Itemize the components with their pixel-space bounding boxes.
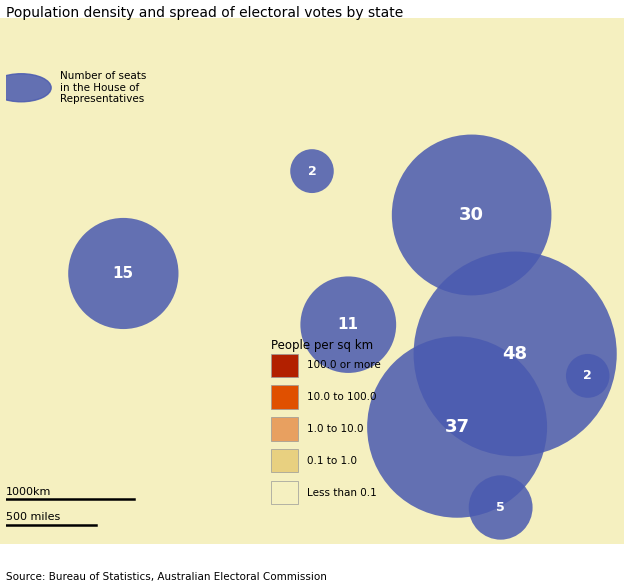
Text: 1.0 to 10.0: 1.0 to 10.0 (307, 424, 363, 434)
FancyBboxPatch shape (0, 18, 624, 544)
Text: 1000km: 1000km (6, 487, 52, 497)
Circle shape (68, 218, 178, 329)
Circle shape (300, 276, 396, 373)
Circle shape (0, 74, 51, 102)
FancyBboxPatch shape (271, 449, 298, 473)
Text: Less than 0.1: Less than 0.1 (307, 487, 377, 498)
Text: 48: 48 (502, 345, 528, 363)
Text: 2: 2 (583, 369, 592, 383)
Circle shape (290, 149, 334, 193)
Text: Number of seats
in the House of
Representatives: Number of seats in the House of Represen… (60, 71, 147, 104)
Text: 37: 37 (445, 418, 470, 436)
Circle shape (367, 336, 547, 518)
Circle shape (392, 135, 552, 295)
FancyBboxPatch shape (271, 386, 298, 409)
Text: Population density and spread of electoral votes by state: Population density and spread of elector… (6, 6, 404, 20)
Text: Source: Bureau of Statistics, Australian Electoral Commission: Source: Bureau of Statistics, Australian… (6, 572, 327, 582)
Text: 30: 30 (459, 206, 484, 224)
Circle shape (414, 252, 617, 456)
Text: 15: 15 (113, 266, 134, 281)
Text: 5: 5 (496, 501, 505, 514)
Circle shape (469, 475, 532, 539)
FancyBboxPatch shape (271, 417, 298, 441)
Text: 500 miles: 500 miles (6, 512, 61, 522)
Text: 11: 11 (338, 317, 359, 332)
Text: People per sq km: People per sq km (271, 339, 373, 352)
Circle shape (566, 354, 610, 398)
FancyBboxPatch shape (271, 353, 298, 377)
FancyBboxPatch shape (271, 481, 298, 504)
Text: 100.0 or more: 100.0 or more (307, 360, 381, 370)
Text: 0.1 to 1.0: 0.1 to 1.0 (307, 456, 357, 466)
Text: 2: 2 (308, 164, 316, 178)
Text: 10.0 to 100.0: 10.0 to 100.0 (307, 392, 376, 402)
